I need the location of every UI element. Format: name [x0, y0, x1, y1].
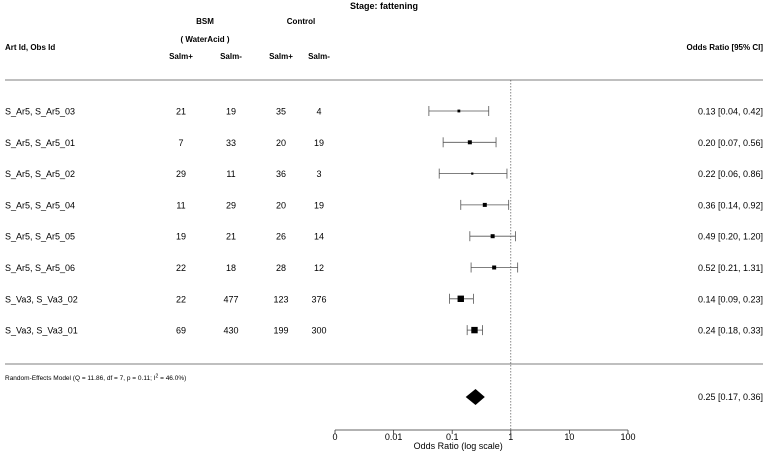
chart-title: Stage: fattening — [350, 1, 418, 11]
column-header-control-salm-minus: Salm- — [308, 52, 330, 61]
control-salm-plus-value: 20 — [276, 138, 286, 148]
x-axis-tick-label: 100 — [620, 432, 635, 442]
bsm-salm-minus-value: 430 — [223, 326, 238, 336]
x-axis-tick-label: 0.01 — [385, 432, 403, 442]
column-header-odds-ratio: Odds Ratio [95% CI] — [687, 43, 764, 52]
bsm-salm-minus-value: 11 — [226, 169, 235, 179]
bsm-salm-plus-value: 69 — [176, 326, 186, 336]
odds-ratio-ci-text: 0.14 [0.09, 0.23] — [698, 294, 763, 304]
point-estimate-marker — [482, 202, 487, 207]
bsm-salm-plus-value: 7 — [178, 138, 183, 148]
x-axis-tick-label: 10 — [564, 432, 574, 442]
point-estimate-marker — [471, 172, 474, 175]
point-estimate-marker — [467, 140, 472, 145]
odds-ratio-ci-text: 0.22 [0.06, 0.86] — [698, 169, 763, 179]
bsm-salm-plus-value: 22 — [176, 263, 186, 273]
bsm-salm-minus-value: 33 — [226, 138, 236, 148]
bsm-salm-minus-value: 29 — [226, 200, 236, 210]
bsm-salm-minus-value: 477 — [223, 294, 238, 304]
control-salm-plus-value: 26 — [276, 232, 286, 242]
control-salm-plus-value: 36 — [276, 169, 286, 179]
bsm-salm-plus-value: 21 — [176, 107, 186, 117]
group-bsm-label: BSM — [196, 17, 214, 26]
odds-ratio-ci-text: 0.20 [0.07, 0.56] — [698, 138, 763, 148]
summary-row: Random-Effects Model (Q = 11.86, df = 7,… — [5, 374, 763, 405]
odds-ratio-ci-text: 0.49 [0.20, 1.20] — [698, 232, 763, 242]
summary-model-label: Random-Effects Model (Q = 11.86, df = 7,… — [5, 374, 186, 383]
study-label: S_Va3, S_Va3_01 — [5, 326, 78, 336]
x-axis-title: Odds Ratio (log scale) — [414, 441, 503, 451]
control-salm-plus-value: 35 — [276, 107, 286, 117]
study-label: S_Ar5, S_Ar5_03 — [5, 107, 75, 117]
column-header-bsm-salm-minus: Salm- — [220, 52, 242, 61]
study-label: S_Ar5, S_Ar5_02 — [5, 169, 75, 179]
point-estimate-marker — [490, 234, 495, 239]
study-label: S_Ar5, S_Ar5_05 — [5, 232, 75, 242]
study-label: S_Ar5, S_Ar5_06 — [5, 263, 75, 273]
column-header-control-salm-plus: Salm+ — [269, 52, 293, 61]
group-bsm-sublabel: ( WaterAcid ) — [180, 35, 229, 44]
study-label: S_Ar5, S_Ar5_01 — [5, 138, 75, 148]
x-axis: 0 0.01 0.1 1 10 100 Odds Ratio (log scale) — [332, 429, 636, 451]
study-rows: S_Ar5, S_Ar5_03 21 19 35 4 0.13 [0.04, 0.42] S… — [5, 106, 763, 336]
control-salm-minus-value: 19 — [314, 138, 324, 148]
bsm-salm-minus-value: 21 — [226, 232, 236, 242]
control-salm-minus-value: 12 — [314, 263, 324, 273]
summary-diamond — [465, 389, 485, 405]
bsm-salm-minus-value: 18 — [226, 263, 236, 273]
control-salm-plus-value: 28 — [276, 263, 286, 273]
column-header-bsm-salm-plus: Salm+ — [169, 52, 193, 61]
summary-odds-ratio-ci-text: 0.25 [0.17, 0.36] — [698, 392, 763, 402]
study-label: S_Va3, S_Va3_02 — [5, 294, 78, 304]
column-header-art-id: Art Id, Obs Id — [5, 43, 55, 52]
control-salm-plus-value: 199 — [273, 326, 288, 336]
study-label: S_Ar5, S_Ar5_04 — [5, 200, 75, 210]
control-salm-plus-value: 123 — [273, 294, 288, 304]
control-salm-minus-value: 300 — [311, 326, 326, 336]
bsm-salm-plus-value: 19 — [176, 232, 186, 242]
x-axis-tick-label: 1 — [508, 432, 513, 442]
odds-ratio-ci-text: 0.13 [0.04, 0.42] — [698, 107, 763, 117]
control-salm-plus-value: 20 — [276, 200, 286, 210]
bsm-salm-minus-value: 19 — [226, 107, 236, 117]
odds-ratio-ci-text: 0.36 [0.14, 0.92] — [698, 200, 763, 210]
bsm-salm-plus-value: 11 — [176, 200, 185, 210]
bsm-salm-plus-value: 29 — [176, 169, 186, 179]
bsm-salm-plus-value: 22 — [176, 294, 186, 304]
x-axis-tick-label: 0.1 — [446, 432, 459, 442]
control-salm-minus-value: 19 — [314, 200, 324, 210]
group-control-label: Control — [287, 17, 315, 26]
control-salm-minus-value: 3 — [316, 169, 321, 179]
control-salm-minus-value: 4 — [316, 107, 321, 117]
point-estimate-marker — [492, 265, 497, 270]
x-axis-tick-label: 0 — [332, 432, 337, 442]
point-estimate-marker — [457, 295, 464, 302]
odds-ratio-ci-text: 0.24 [0.18, 0.33] — [698, 326, 763, 336]
point-estimate-marker — [457, 109, 461, 113]
control-salm-minus-value: 14 — [314, 232, 324, 242]
odds-ratio-ci-text: 0.52 [0.21, 1.31] — [698, 263, 763, 273]
control-salm-minus-value: 376 — [311, 294, 326, 304]
point-estimate-marker — [471, 326, 478, 334]
